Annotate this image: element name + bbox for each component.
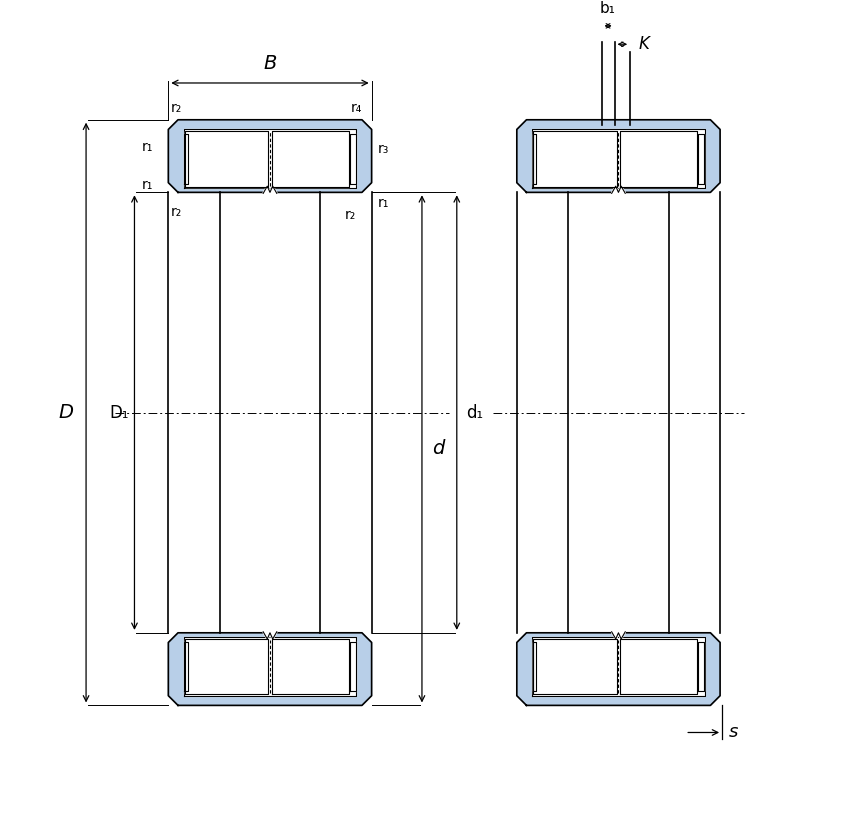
Text: r₂: r₂ (172, 101, 182, 115)
Text: r₁: r₁ (141, 178, 153, 192)
Text: r₁: r₁ (378, 196, 389, 210)
Polygon shape (532, 636, 705, 696)
Text: r₃: r₃ (378, 142, 389, 156)
Polygon shape (168, 633, 372, 706)
Text: K: K (639, 35, 649, 53)
Polygon shape (185, 639, 268, 694)
Polygon shape (185, 132, 268, 187)
Text: r₂: r₂ (345, 208, 356, 222)
Polygon shape (168, 120, 372, 193)
Polygon shape (620, 639, 697, 694)
Polygon shape (184, 134, 188, 183)
Text: B: B (263, 54, 277, 73)
Polygon shape (263, 631, 277, 641)
Polygon shape (533, 641, 537, 691)
Text: D₁: D₁ (109, 404, 129, 421)
Polygon shape (532, 129, 705, 188)
Text: d: d (431, 440, 444, 459)
Polygon shape (611, 631, 625, 641)
Polygon shape (184, 636, 356, 696)
Polygon shape (517, 633, 720, 706)
Polygon shape (698, 641, 704, 691)
Text: r₂: r₂ (172, 205, 182, 219)
Text: b₁: b₁ (600, 1, 616, 16)
Text: r₁: r₁ (141, 140, 153, 153)
Polygon shape (272, 132, 349, 187)
Polygon shape (350, 134, 356, 183)
Polygon shape (533, 639, 616, 694)
Polygon shape (272, 639, 349, 694)
Polygon shape (184, 641, 188, 691)
Polygon shape (620, 132, 697, 187)
Text: D: D (59, 403, 73, 422)
Polygon shape (533, 134, 537, 183)
Polygon shape (698, 134, 704, 183)
Polygon shape (263, 184, 277, 194)
Polygon shape (184, 129, 356, 188)
Text: d₁: d₁ (467, 404, 484, 421)
Text: r₄: r₄ (351, 101, 362, 115)
Polygon shape (517, 120, 720, 193)
Polygon shape (533, 132, 616, 187)
Polygon shape (350, 641, 356, 691)
Text: s: s (729, 723, 738, 741)
Polygon shape (611, 184, 625, 194)
